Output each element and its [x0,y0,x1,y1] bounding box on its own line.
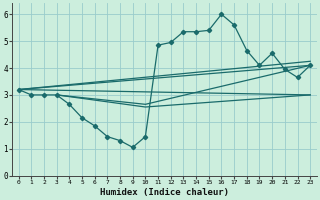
X-axis label: Humidex (Indice chaleur): Humidex (Indice chaleur) [100,188,229,197]
